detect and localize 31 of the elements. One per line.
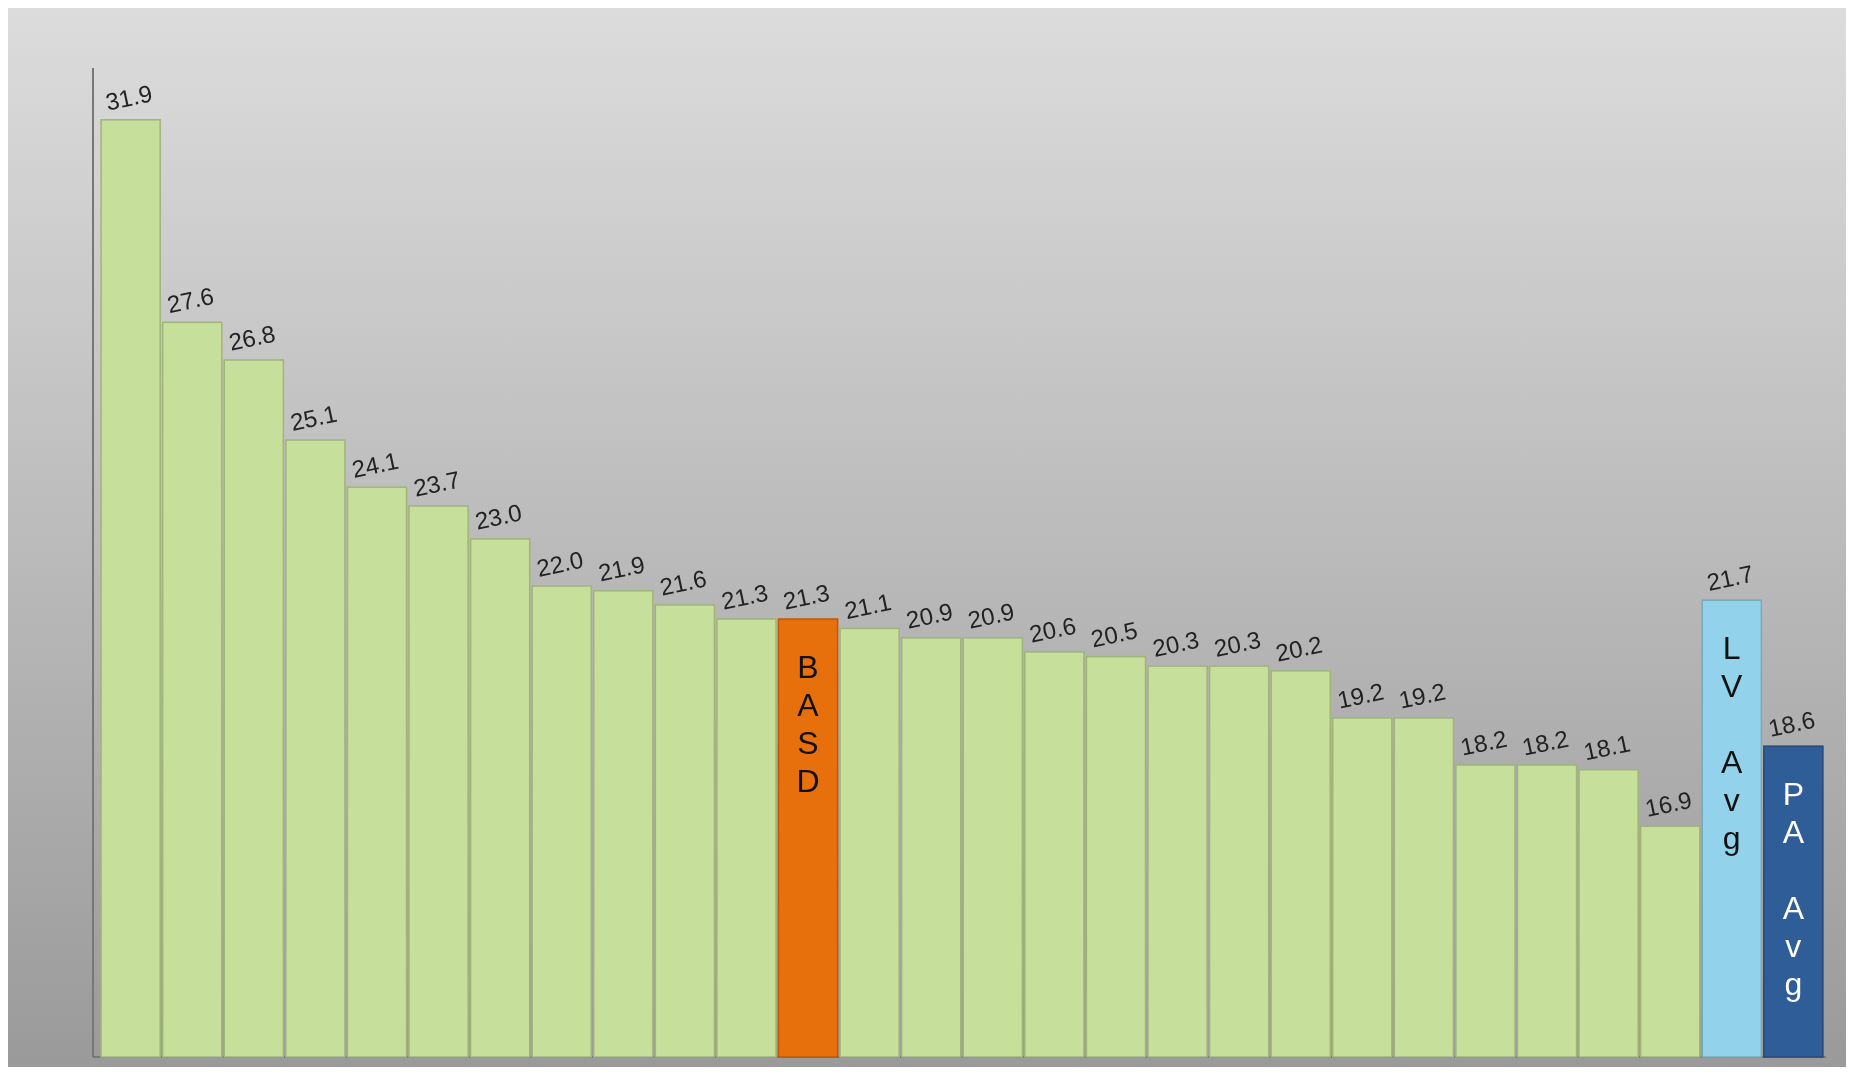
data-label: 18.2 <box>1519 724 1571 761</box>
data-label: 21.7 <box>1704 559 1756 596</box>
data-label: 21.6 <box>657 564 709 601</box>
data-label: 21.3 <box>719 578 771 615</box>
data-label: 27.6 <box>164 281 217 319</box>
data-label: 19.2 <box>1334 677 1387 714</box>
data-label: 18.1 <box>1581 729 1633 766</box>
data-label: 21.3 <box>780 578 832 615</box>
data-label: 20.3 <box>1150 625 1202 662</box>
data-label: 20.9 <box>903 597 956 634</box>
data-label: 23.7 <box>411 465 463 502</box>
data-label: 26.8 <box>226 319 278 356</box>
data-label: 31.9 <box>103 79 155 116</box>
data-label: 20.9 <box>965 597 1017 634</box>
data-label: 20.5 <box>1088 616 1140 653</box>
data-label: 21.1 <box>842 588 894 625</box>
data-label: 20.6 <box>1026 611 1079 648</box>
data-label: 16.9 <box>1642 785 1695 822</box>
x-tick-label: PA Avg <box>1775 776 1812 1005</box>
data-label: 20.3 <box>1211 625 1264 662</box>
x-tick-label: BASD <box>790 649 827 802</box>
data-label: 19.2 <box>1396 677 1448 714</box>
x-tick-label: LV Avg <box>1713 630 1750 859</box>
data-label: 24.1 <box>349 446 401 483</box>
data-label: 23.0 <box>472 498 525 535</box>
data-label: 20.2 <box>1273 630 1325 667</box>
data-label: 18.2 <box>1458 724 1510 761</box>
data-label: 22.0 <box>534 545 586 582</box>
data-label: 21.9 <box>595 550 648 587</box>
data-label: 25.1 <box>287 399 340 436</box>
data-label: 18.6 <box>1765 705 1818 742</box>
